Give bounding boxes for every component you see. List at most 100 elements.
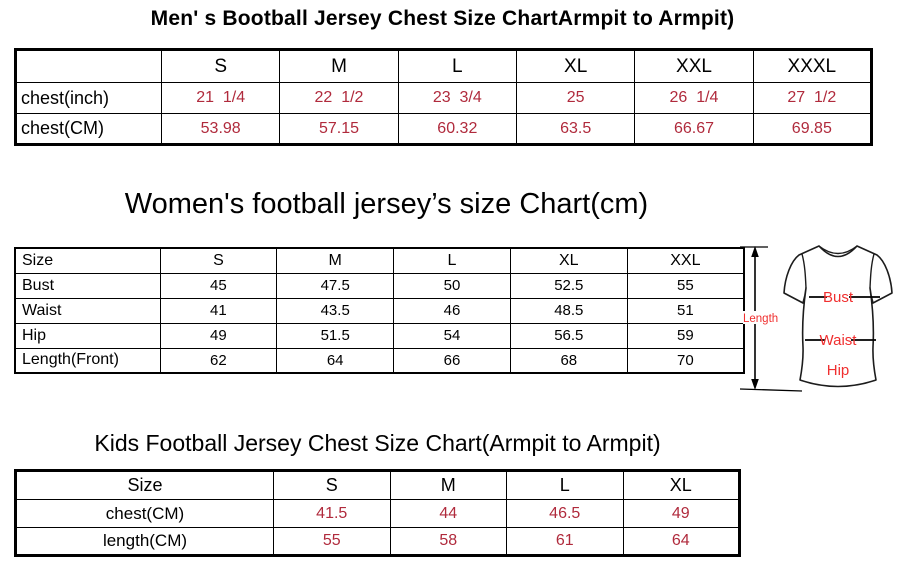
men-size-table: S M L XL XXL XXXL chest(inch) 21 1/4 22 1/2 23 3/… — [14, 48, 873, 146]
value-cell: 64 — [276, 347, 395, 374]
length-label-bg — [743, 311, 778, 324]
value-cell: 55 — [626, 272, 745, 299]
value-cell: 41.5 — [273, 499, 391, 528]
value-cell: 51 — [626, 297, 745, 324]
value-cell: 62 — [159, 347, 278, 374]
value-cell: 25 — [515, 82, 636, 114]
value-cell: 48.5 — [509, 297, 628, 324]
value-cell: 22 1/2 — [279, 82, 399, 114]
kids-size-table: Size S M L XL chest(CM) 41.5 44 46.5 49 length(CM)… — [14, 469, 741, 557]
value-cell: 52.5 — [509, 272, 628, 299]
value-cell: 49 — [159, 322, 278, 349]
dim-bottom-bar — [739, 388, 803, 392]
column-header-cell: S — [273, 470, 391, 500]
tshirt-outline — [783, 245, 893, 388]
women-chart-title: Women's football jersey’s size Chart(cm) — [124, 188, 649, 220]
column-header-cell: XXXL — [752, 49, 873, 83]
value-cell: 50 — [393, 272, 511, 299]
value-cell: 53.98 — [160, 113, 281, 145]
value-cell: 47.5 — [276, 272, 395, 299]
hip-label: Hip — [827, 362, 850, 379]
header-row: Size S M L XL — [15, 470, 740, 500]
value-cell: 23 3/4 — [397, 82, 517, 114]
value-cell: 49 — [622, 499, 740, 528]
men-size-table-grid: S M L XL XXL XXXL chest(inch) 21 1/4 22 1/2 23 3/… — [14, 48, 873, 146]
bust-label: Bust — [823, 289, 854, 306]
value-cell: 69.85 — [752, 113, 873, 145]
women-size-table: Size S M L XL XXL Bust 45 47.5 50 52.5 55 Waist 41 43.… — [14, 247, 745, 374]
row-label-cell: Bust — [14, 272, 161, 299]
table-row: chest(inch) 21 1/4 22 1/2 23 3/4 25 26 1/4 27 … — [15, 82, 873, 114]
column-header-cell: XL — [622, 470, 740, 500]
column-header-cell: M — [389, 470, 507, 500]
column-header-cell: M — [276, 247, 395, 274]
table-row: Waist 41 43.5 46 48.5 51 — [14, 297, 745, 324]
value-cell: 46 — [393, 297, 511, 324]
value-cell: 27 1/2 — [752, 82, 873, 114]
header-row: Size S M L XL XXL — [14, 247, 745, 274]
value-cell: 26 1/4 — [634, 82, 754, 114]
value-cell: 41 — [159, 297, 278, 324]
column-header-cell: Size — [15, 470, 274, 500]
column-header-cell: XXL — [626, 247, 745, 274]
value-cell: 55 — [273, 527, 391, 556]
men-chart-title: Men' s Bootball Jersey Chest Size ChartA… — [150, 7, 735, 30]
value-cell: 63.5 — [515, 113, 636, 145]
kids-size-table-grid: Size S M L XL chest(CM) 41.5 44 46.5 49 length(CM)… — [14, 469, 741, 557]
value-cell: 60.32 — [397, 113, 517, 145]
table-row: chest(CM) 41.5 44 46.5 49 — [15, 499, 740, 528]
value-cell: 70 — [626, 347, 745, 374]
value-cell: 21 1/4 — [160, 82, 281, 114]
table-row: Bust 45 47.5 50 52.5 55 — [14, 272, 745, 299]
length-arrow-head-top — [751, 246, 759, 257]
value-cell: 46.5 — [506, 499, 624, 528]
column-header-cell: S — [159, 247, 278, 274]
value-cell: 58 — [389, 527, 507, 556]
row-label-cell: Hip — [14, 322, 161, 349]
header-row: S M L XL XXL XXXL — [15, 49, 873, 83]
table-row: length(CM) 55 58 61 64 — [15, 527, 740, 556]
value-cell: 66.67 — [634, 113, 754, 145]
row-label-cell: Waist — [14, 297, 161, 324]
waist-label: Waist — [820, 332, 858, 349]
value-cell: 45 — [159, 272, 278, 299]
tshirt-measure-diagram: Length Bust Waist Hip — [739, 237, 901, 405]
value-cell: 66 — [393, 347, 511, 374]
column-header-cell — [15, 49, 162, 83]
length-label: Length — [743, 313, 778, 325]
value-cell: 61 — [506, 527, 624, 556]
value-cell: 51.5 — [276, 322, 395, 349]
column-header-cell: XL — [515, 49, 636, 83]
column-header-cell: Size — [14, 247, 161, 274]
value-cell: 57.15 — [279, 113, 399, 145]
column-header-cell: S — [160, 49, 281, 83]
value-cell: 56.5 — [509, 322, 628, 349]
value-cell: 54 — [393, 322, 511, 349]
value-cell: 68 — [509, 347, 628, 374]
collar-inner-line — [818, 245, 858, 255]
row-label-cell: chest(CM) — [15, 113, 162, 145]
kids-chart-title: Kids Football Jersey Chest Size Chart(Ar… — [94, 430, 661, 456]
tshirt-diagram-icon: Length Bust Waist Hip — [739, 245, 893, 392]
column-header-cell: M — [279, 49, 399, 83]
left-sleeve-seam — [801, 253, 807, 289]
table-row: Hip 49 51.5 54 56.5 59 — [14, 322, 745, 349]
column-header-cell: L — [506, 470, 624, 500]
column-header-cell: L — [393, 247, 511, 274]
value-cell: 59 — [626, 322, 745, 349]
row-label-cell: Length(Front) — [14, 347, 161, 374]
table-row: Length(Front) 62 64 66 68 70 — [14, 347, 745, 374]
length-arrow-head-bottom — [751, 379, 759, 390]
row-label-cell: chest(inch) — [15, 82, 162, 114]
column-header-cell: L — [397, 49, 517, 83]
column-header-cell: XXL — [634, 49, 754, 83]
table-row: chest(CM) 53.98 57.15 60.32 63.5 66.67 69.85 — [15, 113, 873, 145]
value-cell: 44 — [389, 499, 507, 528]
women-size-table-grid: Size S M L XL XXL Bust 45 47.5 50 52.5 55 Waist 41 43.… — [14, 247, 745, 374]
row-label-cell: chest(CM) — [15, 499, 274, 528]
value-cell: 43.5 — [276, 297, 395, 324]
column-header-cell: XL — [509, 247, 628, 274]
value-cell: 64 — [622, 527, 740, 556]
row-label-cell: length(CM) — [15, 527, 274, 556]
